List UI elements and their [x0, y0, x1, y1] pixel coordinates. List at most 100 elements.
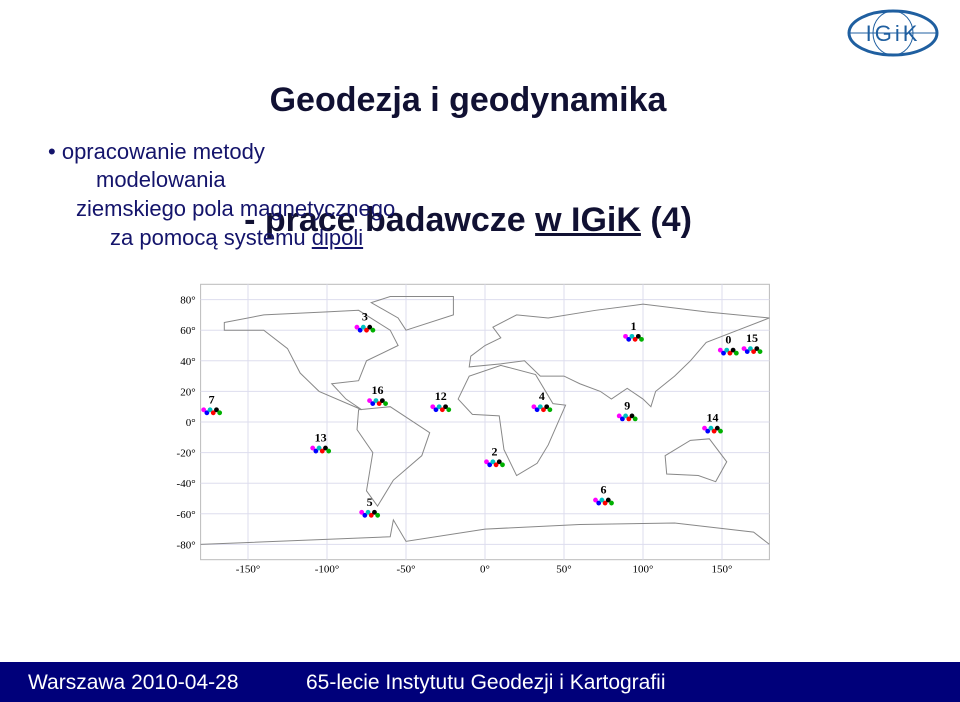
- dipole-point: [484, 459, 489, 465]
- dipole-point: [500, 462, 505, 468]
- dipole: [593, 497, 614, 506]
- dipole: [531, 404, 553, 413]
- dipole: [484, 459, 505, 468]
- dipole: [702, 425, 723, 434]
- dipole-point: [376, 401, 382, 407]
- dipole-point: [705, 428, 711, 434]
- dipole-point: [730, 347, 736, 353]
- dipole-point: [754, 346, 760, 351]
- dipole-label: 1: [631, 319, 637, 333]
- dipole-point: [623, 333, 628, 339]
- dipole-point: [724, 347, 730, 353]
- dipole-point: [210, 410, 216, 416]
- land: [356, 406, 431, 508]
- dipole-point: [201, 407, 207, 413]
- dipole-point: [204, 410, 210, 416]
- dipole-point: [493, 462, 499, 468]
- title-line: - prace badawcze w IGiK (4): [0, 200, 936, 240]
- dipole-point: [375, 512, 381, 518]
- dipole-label: 15: [746, 331, 758, 345]
- dipole-point: [632, 336, 638, 342]
- dipole-point: [367, 324, 373, 330]
- dipole-label: 5: [367, 495, 373, 509]
- dipole-point: [364, 327, 369, 333]
- land: [370, 296, 454, 331]
- dipole-point: [708, 425, 714, 431]
- dipole: [367, 398, 388, 407]
- map: 80°60°40°20°0°-20°-40°-60°-80°-150° -100°…: [177, 283, 770, 576]
- y-tick-label: -40°: [177, 478, 196, 490]
- x-tick-label: -150°: [236, 564, 261, 576]
- dipole-point: [547, 407, 553, 413]
- title-part: w IGiK: [535, 201, 641, 239]
- logo: IGiK: [847, 9, 939, 57]
- dipole-point: [436, 404, 442, 410]
- dipole-point: [443, 404, 448, 410]
- x-tick-label: -50°: [396, 564, 415, 576]
- dipole-point: [217, 410, 223, 416]
- text: dipoli: [311, 225, 364, 250]
- dipole: [717, 347, 739, 356]
- land: [200, 518, 770, 545]
- dipole-point: [372, 509, 377, 515]
- dipole: [310, 445, 332, 454]
- dipole-point: [319, 448, 325, 454]
- land: [223, 309, 399, 411]
- title-part: - prace badawcze: [244, 201, 536, 239]
- footer-text: Warszawa 2010-04-28: [28, 671, 239, 694]
- dipole-point: [757, 349, 763, 354]
- dipole-point: [430, 404, 436, 410]
- dipole-point: [433, 407, 439, 413]
- dipole-point: [370, 401, 376, 407]
- dipole: [741, 346, 763, 354]
- dipole-point: [711, 428, 717, 434]
- dipole: [616, 413, 638, 422]
- footer-text: 65-lecie Instytutu Geodezji i Kartografi…: [306, 671, 666, 694]
- dipole: [623, 333, 644, 342]
- y-tick-label: 0°: [186, 417, 196, 429]
- dipole-point: [487, 462, 493, 468]
- dipole-label: 3: [362, 310, 368, 324]
- y-tick-label: -80°: [177, 539, 196, 551]
- dipole-point: [748, 346, 753, 351]
- dipole-point: [620, 416, 625, 422]
- dipole-point: [714, 425, 720, 431]
- dipole-point: [623, 413, 628, 419]
- dipole-label: 4: [539, 389, 545, 403]
- dipole-point: [362, 512, 368, 518]
- dipole-point: [323, 445, 328, 451]
- bullet-line: za pomocą systemu dipoli: [110, 225, 363, 251]
- dipole-point: [605, 497, 611, 503]
- dipole-point: [357, 327, 363, 333]
- land: [457, 364, 567, 477]
- dipole-point: [616, 413, 622, 419]
- dipole-point: [531, 404, 537, 410]
- dipole-point: [596, 500, 602, 506]
- dipole-point: [635, 333, 641, 339]
- dipole-point: [741, 346, 747, 351]
- dipole-point: [313, 448, 319, 454]
- dipole-point: [316, 445, 322, 451]
- text: za pomocą systemu: [110, 225, 312, 250]
- dipole-point: [626, 336, 632, 342]
- dipole-point: [310, 445, 316, 451]
- dipole-point: [751, 349, 757, 354]
- logo-text: IGiK: [866, 21, 921, 46]
- y-tick-label: 80°: [180, 295, 195, 307]
- dipole-label: 16: [372, 383, 384, 397]
- dipole-label: 6: [601, 483, 607, 497]
- y-tick-label: 40°: [180, 356, 195, 368]
- dipole-point: [744, 349, 750, 354]
- dipole-label: 0: [725, 333, 731, 347]
- x-tick-label: 0°: [480, 564, 490, 576]
- dipole-point: [360, 324, 366, 330]
- dipole-label: 9: [624, 398, 630, 412]
- dipole-label: 13: [315, 431, 327, 445]
- dipole-point: [593, 497, 598, 503]
- y-tick-label: -60°: [177, 509, 196, 521]
- bullet-line: ziemskiego pola magnetycznego: [76, 196, 396, 221]
- title: Geodezja i geodynamika - prace badawcze …: [0, 0, 936, 320]
- dipole-point: [207, 407, 213, 413]
- dipole-point: [496, 459, 502, 465]
